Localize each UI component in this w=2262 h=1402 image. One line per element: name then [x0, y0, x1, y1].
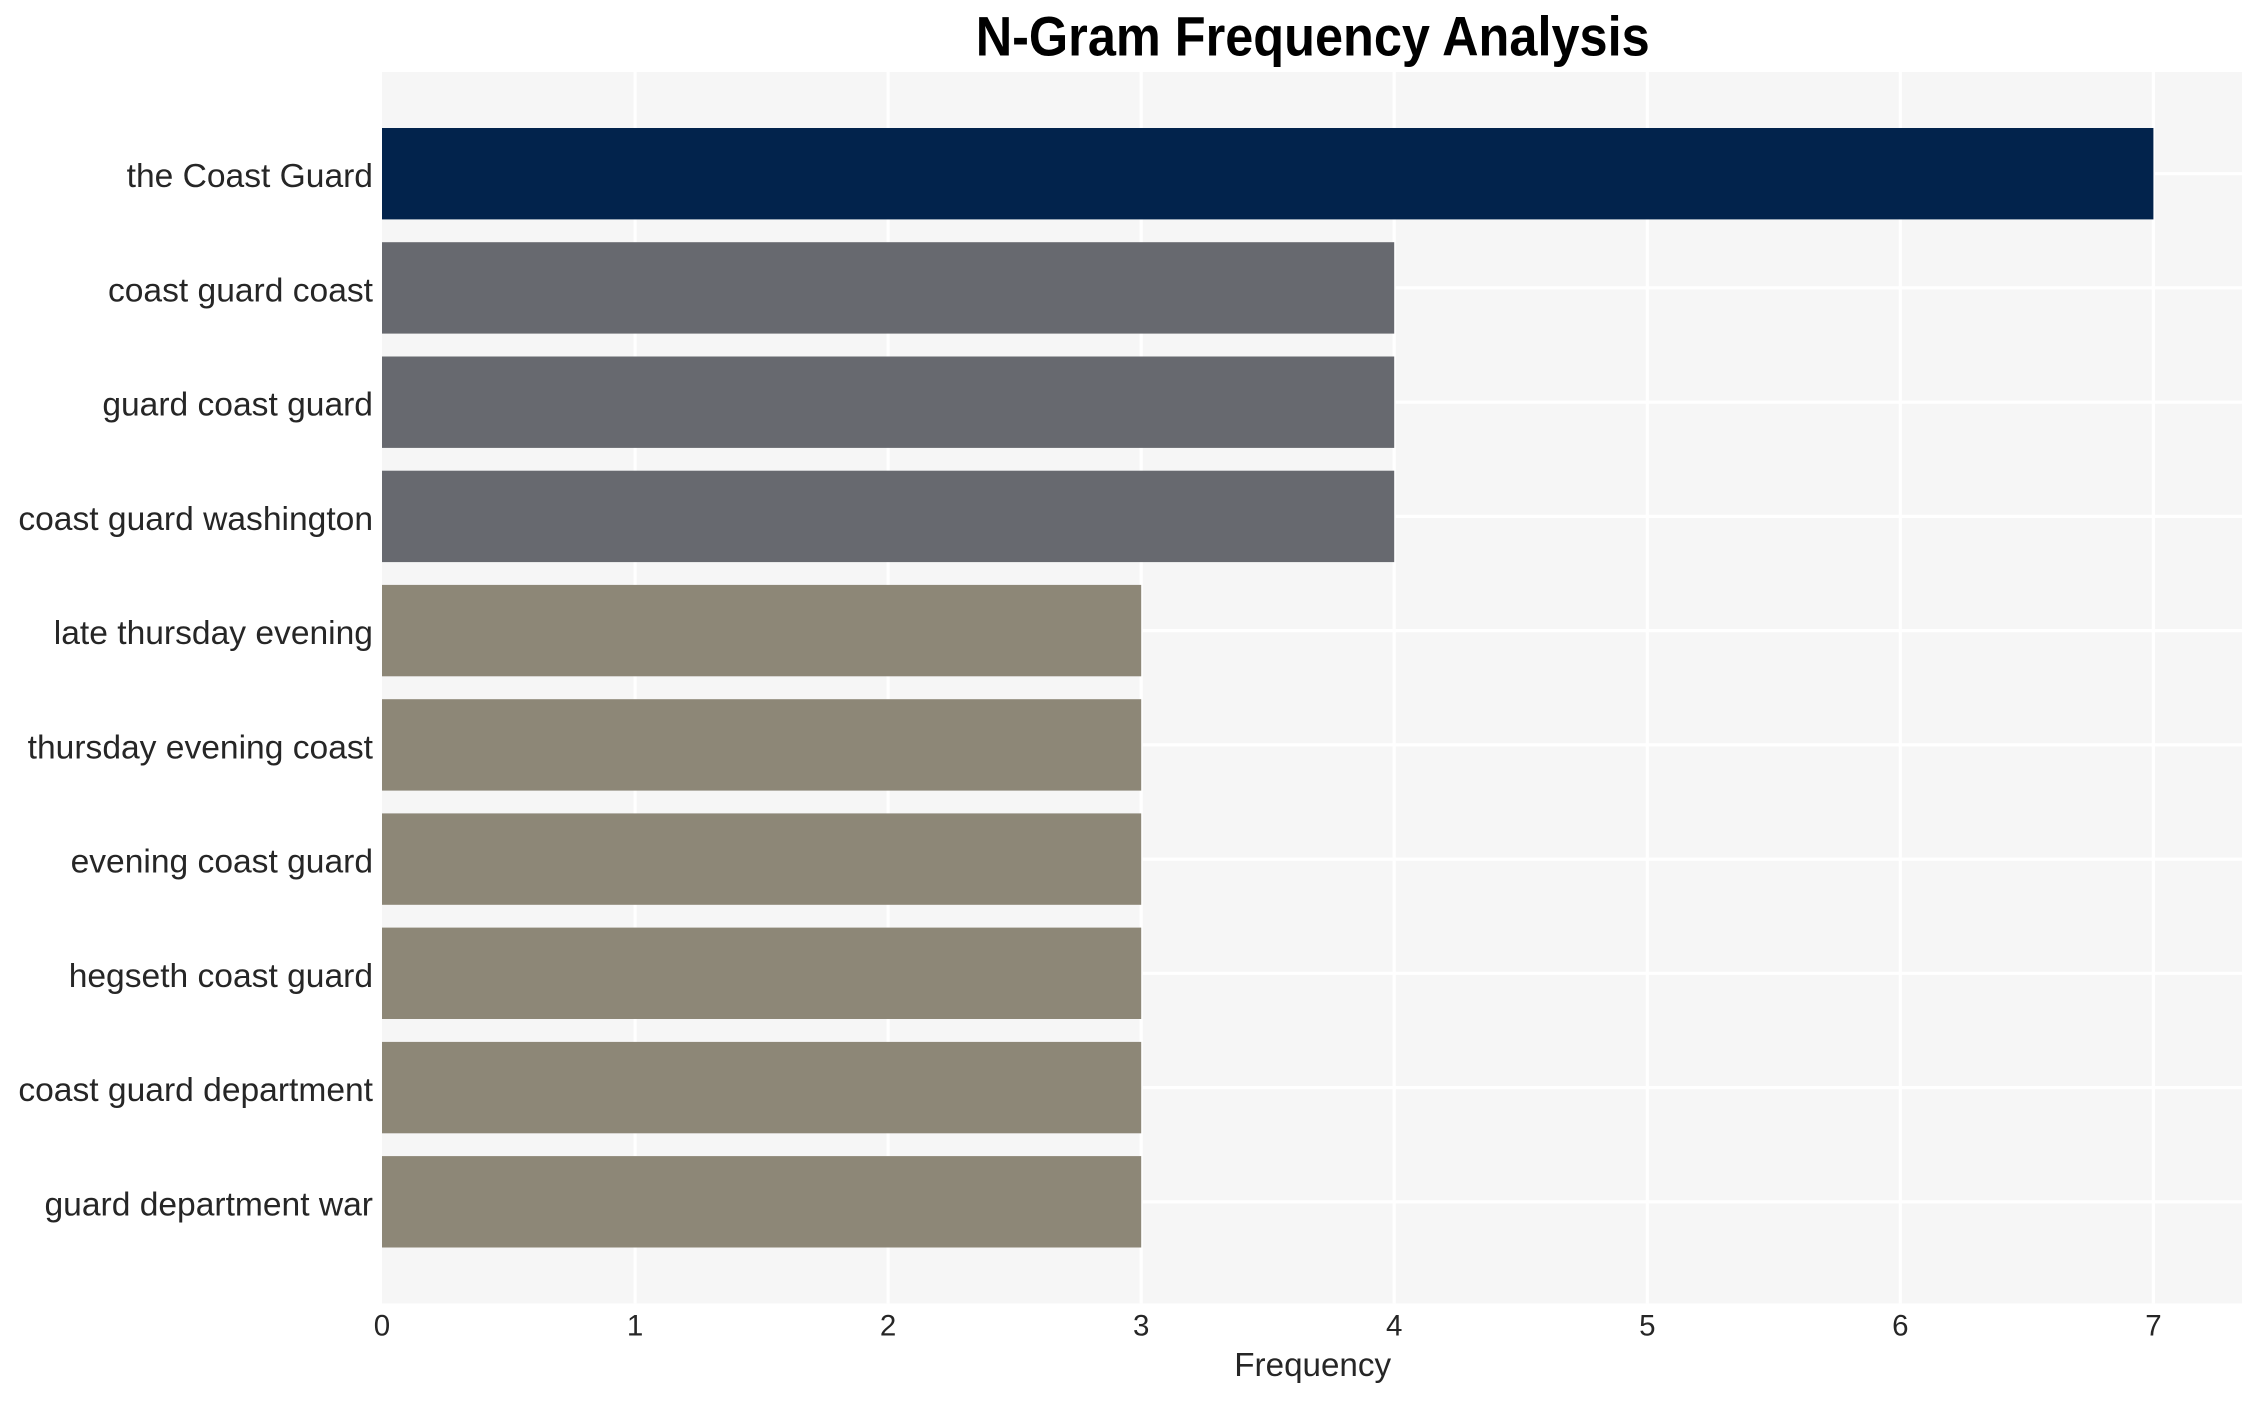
svg-text:6: 6 — [1892, 1310, 1908, 1343]
svg-text:Frequency: Frequency — [1234, 1347, 1391, 1384]
svg-text:7: 7 — [2145, 1310, 2161, 1343]
svg-text:coast guard washington: coast guard washington — [18, 501, 373, 538]
svg-text:guard coast guard: guard coast guard — [102, 387, 373, 424]
svg-text:0: 0 — [374, 1310, 390, 1343]
svg-text:5: 5 — [1639, 1310, 1655, 1343]
svg-text:hegseth coast guard: hegseth coast guard — [69, 958, 373, 995]
svg-text:4: 4 — [1386, 1310, 1402, 1343]
svg-text:2: 2 — [880, 1310, 896, 1343]
svg-text:evening coast guard: evening coast guard — [71, 844, 373, 881]
svg-text:coast guard coast: coast guard coast — [108, 272, 374, 309]
svg-text:guard department war: guard department war — [44, 1186, 373, 1223]
svg-text:the Coast Guard: the Coast Guard — [127, 158, 373, 195]
svg-text:1: 1 — [627, 1310, 643, 1343]
svg-text:late thursday evening: late thursday evening — [54, 615, 373, 652]
svg-text:coast guard department: coast guard department — [18, 1072, 373, 1109]
svg-text:N-Gram Frequency Analysis: N-Gram Frequency Analysis — [976, 5, 1650, 67]
svg-text:3: 3 — [1133, 1310, 1149, 1343]
svg-text:thursday evening coast: thursday evening coast — [28, 729, 374, 766]
